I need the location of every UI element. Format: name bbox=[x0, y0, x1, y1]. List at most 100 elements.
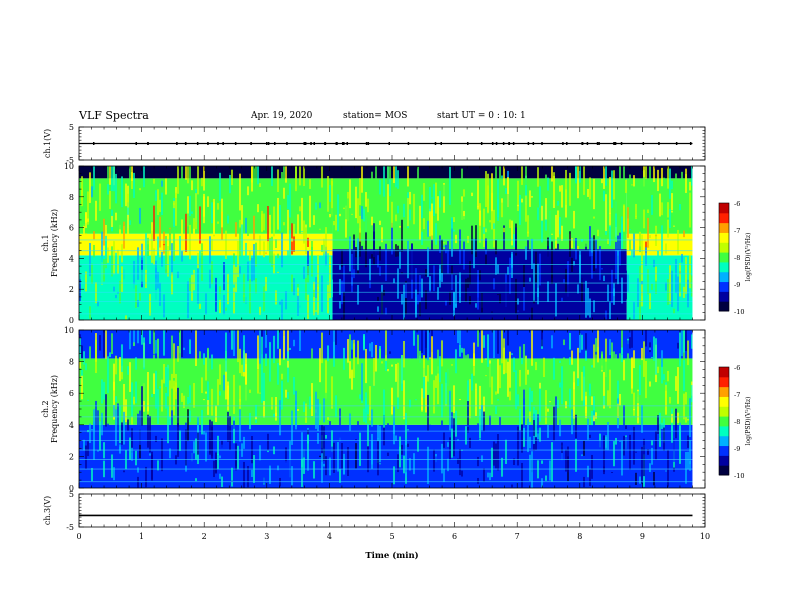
spectrogram-streak bbox=[527, 215, 529, 237]
spectrogram-streak bbox=[495, 406, 497, 415]
spectrogram-streak bbox=[87, 298, 89, 308]
spectrogram-streak bbox=[251, 469, 253, 478]
colorbar-segment bbox=[719, 301, 729, 312]
spectrogram-streak bbox=[511, 220, 513, 246]
spectrogram-streak bbox=[91, 186, 93, 199]
spectrogram-streak bbox=[457, 458, 459, 464]
spectrogram-streak bbox=[639, 299, 641, 320]
spectrogram-streak bbox=[603, 466, 605, 475]
spectrogram-streak bbox=[319, 202, 321, 209]
spectrogram-streak bbox=[571, 350, 573, 365]
spectrogram-streak bbox=[667, 449, 669, 487]
signal-spike bbox=[689, 142, 692, 145]
spectrogram-streak bbox=[559, 360, 561, 364]
spectrogram-streak bbox=[445, 244, 447, 254]
spectrogram-streak bbox=[459, 330, 461, 345]
spectrogram-streak bbox=[141, 219, 143, 228]
spectrogram-streak bbox=[329, 421, 331, 447]
spectrogram-streak bbox=[595, 351, 597, 355]
colorbar-tick-label: -7 bbox=[734, 227, 740, 235]
spectrogram-streak bbox=[671, 408, 673, 443]
spectrogram-streak bbox=[247, 186, 249, 196]
spectrogram-streak bbox=[241, 205, 243, 237]
spectrogram-streak bbox=[115, 173, 117, 204]
spectrogram-streak bbox=[609, 302, 611, 320]
spectrogram-streak bbox=[435, 223, 437, 245]
signal-spike bbox=[222, 142, 224, 145]
spectrogram-streak bbox=[181, 393, 183, 402]
spectrogram-streak bbox=[123, 411, 125, 445]
spectrogram-streak bbox=[401, 293, 403, 305]
spectrogram-streak bbox=[405, 472, 407, 484]
spectrogram-streak bbox=[121, 422, 123, 445]
spectrogram-streak bbox=[535, 251, 537, 283]
spectrogram-streak bbox=[593, 344, 595, 368]
spectrogram-streak bbox=[291, 359, 293, 363]
spectrogram-streak bbox=[395, 435, 397, 441]
spectrogram-streak bbox=[119, 406, 121, 444]
spectrogram-streak bbox=[313, 437, 315, 466]
colorbar-segment bbox=[719, 212, 729, 224]
spectrogram-streak bbox=[687, 279, 689, 302]
spectrogram-streak bbox=[327, 253, 329, 286]
spectrogram-streak bbox=[287, 360, 289, 368]
spectrogram-streak bbox=[253, 215, 255, 240]
spectrogram-streak bbox=[579, 233, 581, 238]
spectrogram-streak bbox=[141, 330, 143, 345]
spectrogram-streak bbox=[683, 230, 685, 238]
spectrogram-streak bbox=[397, 362, 399, 398]
spectrogram-streak bbox=[115, 386, 117, 391]
spectrogram-streak bbox=[275, 290, 277, 305]
spectrogram-streak bbox=[427, 446, 429, 484]
spectrogram-streak bbox=[635, 451, 637, 453]
spectrogram-streak bbox=[479, 270, 481, 281]
spectrogram-streak bbox=[475, 225, 477, 257]
spectrogram-streak bbox=[115, 396, 117, 403]
spectrogram-streak bbox=[259, 330, 261, 364]
spectrogram-streak bbox=[341, 330, 343, 352]
spectrogram-streak bbox=[255, 416, 257, 420]
spectrogram-streak bbox=[653, 166, 655, 183]
y-tick-label: 10 bbox=[64, 162, 74, 171]
spectrogram-streak bbox=[351, 402, 353, 406]
station-label: station= MOS bbox=[343, 111, 408, 121]
spectrogram-streak bbox=[115, 294, 117, 299]
spectrogram-streak bbox=[447, 241, 449, 274]
spectrogram-streak bbox=[291, 410, 293, 445]
spectrogram-streak bbox=[89, 242, 91, 277]
spectrogram-streak bbox=[215, 452, 217, 473]
spectrogram-streak bbox=[167, 406, 169, 444]
spectrogram-streak bbox=[209, 419, 211, 454]
spectrogram-streak bbox=[377, 296, 379, 301]
spectrogram-streak bbox=[237, 330, 239, 363]
spectrogram-streak bbox=[173, 380, 175, 410]
spectrogram-streak bbox=[289, 402, 291, 413]
spectrogram-streak bbox=[315, 202, 317, 210]
spectrogram-streak bbox=[121, 344, 123, 372]
spectrogram-streak bbox=[195, 438, 197, 460]
spectrogram-streak bbox=[445, 300, 447, 306]
spectrogram-streak bbox=[339, 278, 341, 295]
spectrogram-streak bbox=[239, 227, 241, 257]
y-tick-label: 4 bbox=[69, 254, 74, 263]
spectrogram-streak bbox=[325, 360, 327, 399]
spectrogram-streak bbox=[455, 275, 457, 308]
spectrogram-streak bbox=[657, 428, 659, 468]
spectrogram-streak bbox=[493, 223, 495, 229]
spectrogram-streak bbox=[417, 437, 419, 452]
spectrogram-streak bbox=[539, 186, 541, 208]
spectrogram-streak bbox=[85, 332, 87, 351]
spectrogram-streak bbox=[257, 166, 259, 185]
spectrogram-streak bbox=[111, 454, 113, 478]
spectrogram-streak bbox=[271, 466, 273, 474]
spectrogram-streak bbox=[371, 409, 373, 427]
spectrogram-streak bbox=[383, 290, 385, 296]
spectrogram-streak bbox=[485, 238, 487, 255]
spectrogram-streak bbox=[355, 357, 357, 395]
spectrogram-streak bbox=[327, 426, 329, 459]
spectrogram-streak bbox=[553, 208, 555, 248]
spectrogram-streak bbox=[527, 185, 529, 219]
colorbar-segment bbox=[719, 252, 729, 263]
spectrogram-streak bbox=[425, 269, 427, 277]
spectrogram-streak bbox=[161, 192, 163, 215]
